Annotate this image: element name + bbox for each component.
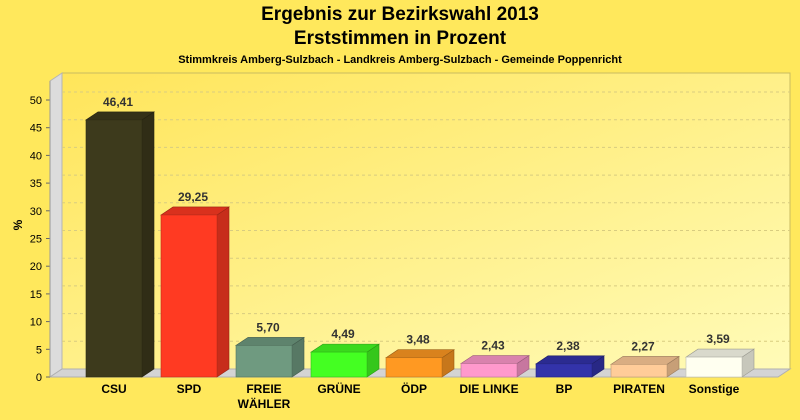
- bar: [610, 364, 668, 378]
- y-tick-label: 15: [30, 289, 42, 301]
- bar: [685, 356, 743, 378]
- x-tick-label: SPD: [177, 382, 202, 396]
- x-tick-label: FREIE: [246, 382, 281, 396]
- y-tick-label: 0: [36, 372, 42, 384]
- data-label: 4,49: [331, 327, 355, 341]
- y-tick-label: 10: [30, 317, 42, 329]
- chart-caption: Stimmkreis Amberg-Sulzbach - Landkreis A…: [178, 54, 622, 66]
- bar-side: [141, 111, 155, 378]
- x-tick-label: DIE LINKE: [459, 382, 518, 396]
- data-label: 5,70: [256, 320, 280, 334]
- bar-top: [610, 356, 680, 365]
- bar: [235, 345, 293, 378]
- chart-subtitle: Erststimmen in Prozent: [293, 28, 507, 49]
- x-tick-label: GRÜNE: [317, 381, 360, 396]
- data-label: 2,43: [481, 339, 505, 353]
- bar: [160, 214, 218, 378]
- y-tick-label: 50: [30, 95, 42, 107]
- bar-top: [160, 206, 230, 216]
- plot-left-wall: [49, 72, 63, 378]
- bar-top: [85, 111, 155, 121]
- x-tick-label: ÖDP: [401, 381, 427, 396]
- x-tick-label: BP: [556, 382, 573, 396]
- bar-top: [385, 349, 455, 359]
- chart-title: Ergebnis zur Bezirkswahl 2013: [261, 4, 539, 25]
- x-tick-label: CSU: [101, 382, 126, 396]
- data-label: 3,59: [706, 332, 730, 346]
- data-label: 46,41: [103, 95, 133, 109]
- y-tick-label: 5: [36, 344, 42, 356]
- bar-top: [535, 355, 605, 365]
- x-tick-label: WÄHLER: [238, 396, 291, 411]
- bar: [535, 363, 593, 378]
- y-axis-label: %: [11, 219, 25, 230]
- bar-top: [460, 355, 530, 364]
- bar-top: [685, 348, 755, 358]
- y-tick-label: 45: [30, 123, 42, 135]
- bar: [85, 119, 143, 378]
- x-tick-label: Sonstige: [689, 382, 740, 396]
- bar-top: [310, 343, 380, 353]
- data-label: 2,38: [556, 339, 580, 353]
- data-label: 2,27: [631, 339, 655, 353]
- bar-side: [216, 206, 230, 378]
- y-tick-label: 25: [30, 234, 42, 246]
- bar-top: [235, 337, 305, 346]
- y-tick-label: 30: [30, 206, 42, 218]
- data-label: 29,25: [178, 190, 208, 204]
- bar: [310, 351, 368, 378]
- y-tick-label: 35: [30, 178, 42, 190]
- bar: [385, 357, 443, 378]
- bar: [460, 363, 518, 378]
- data-label: 3,48: [406, 333, 430, 347]
- y-tick-label: 40: [30, 150, 42, 162]
- y-tick-label: 20: [30, 261, 42, 273]
- x-tick-label: PIRATEN: [613, 382, 665, 396]
